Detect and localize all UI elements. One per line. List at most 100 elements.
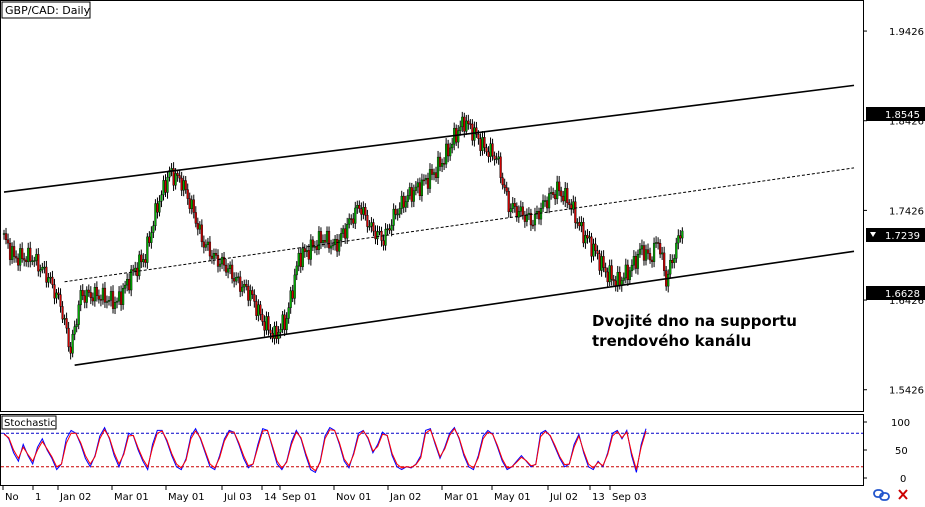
candle: [313, 240, 317, 254]
candle: [521, 201, 524, 220]
price-tick-label: 1.5426: [889, 386, 924, 397]
time-tick-label: Jan 02: [389, 492, 421, 503]
candle: [184, 176, 187, 194]
candle-body: [388, 228, 391, 231]
candle: [17, 253, 20, 271]
candle-body: [348, 218, 351, 225]
price-tick-label: 1.9426: [889, 27, 924, 38]
resistance-price-tag: 1.8545: [866, 107, 925, 121]
candle-body: [491, 143, 494, 157]
candle: [362, 201, 365, 220]
candle: [41, 262, 44, 274]
candle: [340, 227, 343, 247]
candle: [295, 261, 298, 281]
chart-title: GBP/CAD: Daily: [5, 4, 91, 17]
candle: [101, 283, 105, 305]
candle-body: [610, 265, 613, 280]
candle-body: [303, 248, 306, 252]
candle: [430, 164, 434, 181]
close-icon[interactable]: [898, 489, 908, 500]
candle-body: [604, 267, 607, 273]
candle-body: [346, 223, 349, 239]
support-price-tag: 1.6628: [866, 286, 925, 300]
candle-body: [493, 155, 496, 160]
candle-body: [618, 271, 621, 286]
candle: [49, 272, 52, 284]
candle-body: [124, 284, 127, 289]
candle: [418, 177, 421, 201]
link-icon[interactable]: [873, 489, 890, 501]
candle: [677, 229, 680, 250]
candle: [99, 294, 103, 307]
candle: [467, 114, 470, 130]
candle-body: [624, 264, 627, 279]
stochastic-label: Stochastic: [4, 418, 56, 429]
candle-body: [287, 307, 290, 319]
candle-body: [43, 266, 46, 269]
stochastic-label-box: [1, 415, 57, 430]
candle: [630, 259, 633, 278]
candle-body: [21, 248, 24, 259]
candle-body: [352, 218, 355, 224]
candle: [152, 220, 155, 239]
candle: [253, 289, 256, 308]
candle-body: [128, 279, 131, 291]
candle-body: [451, 143, 454, 149]
candle: [291, 284, 294, 303]
candle: [428, 163, 432, 193]
candle-body: [180, 177, 183, 191]
stochastic-tick-label: 0: [900, 474, 906, 485]
candle-body: [87, 289, 90, 293]
candle: [475, 121, 478, 138]
candle-body: [122, 288, 125, 305]
candle: [33, 256, 36, 267]
candle: [394, 205, 397, 220]
candle-body: [33, 260, 36, 262]
channel-lower-line: [74, 250, 855, 366]
candle: [610, 259, 613, 286]
candle-body: [323, 240, 327, 243]
candle-body: [554, 194, 557, 200]
candle-body: [109, 291, 113, 301]
candle: [27, 242, 30, 268]
candle: [628, 266, 631, 284]
candle-body: [168, 170, 171, 178]
candle: [216, 249, 220, 273]
candle: [671, 254, 674, 269]
candle-body: [422, 179, 426, 182]
candle: [356, 200, 359, 214]
candle-body: [329, 245, 333, 249]
candle: [200, 219, 203, 248]
candle-body: [529, 212, 533, 226]
candle: [576, 218, 579, 229]
candle: [602, 250, 605, 273]
candle-body: [552, 192, 555, 195]
candle-body: [263, 321, 266, 331]
candle: [550, 186, 553, 200]
candle-body: [241, 286, 244, 292]
candle: [525, 208, 528, 227]
candle: [202, 235, 205, 254]
candle: [654, 236, 658, 248]
candle: [529, 208, 533, 231]
candle-body: [648, 253, 652, 261]
candle: [233, 272, 236, 288]
candle-body: [586, 235, 589, 239]
time-tick-label: Jul 03: [223, 492, 252, 503]
candle: [424, 174, 428, 185]
candle: [414, 181, 417, 196]
candle: [2, 229, 6, 240]
time-tick-label: 1: [35, 492, 41, 503]
candle-body: [449, 147, 452, 157]
candle-body: [469, 123, 472, 125]
candle: [243, 279, 246, 294]
candle: [37, 248, 40, 277]
candle: [87, 284, 90, 297]
candle-body: [243, 284, 246, 288]
candle-body: [172, 168, 175, 186]
candle: [6, 233, 10, 249]
candle-body: [600, 256, 603, 271]
candle: [648, 247, 652, 264]
